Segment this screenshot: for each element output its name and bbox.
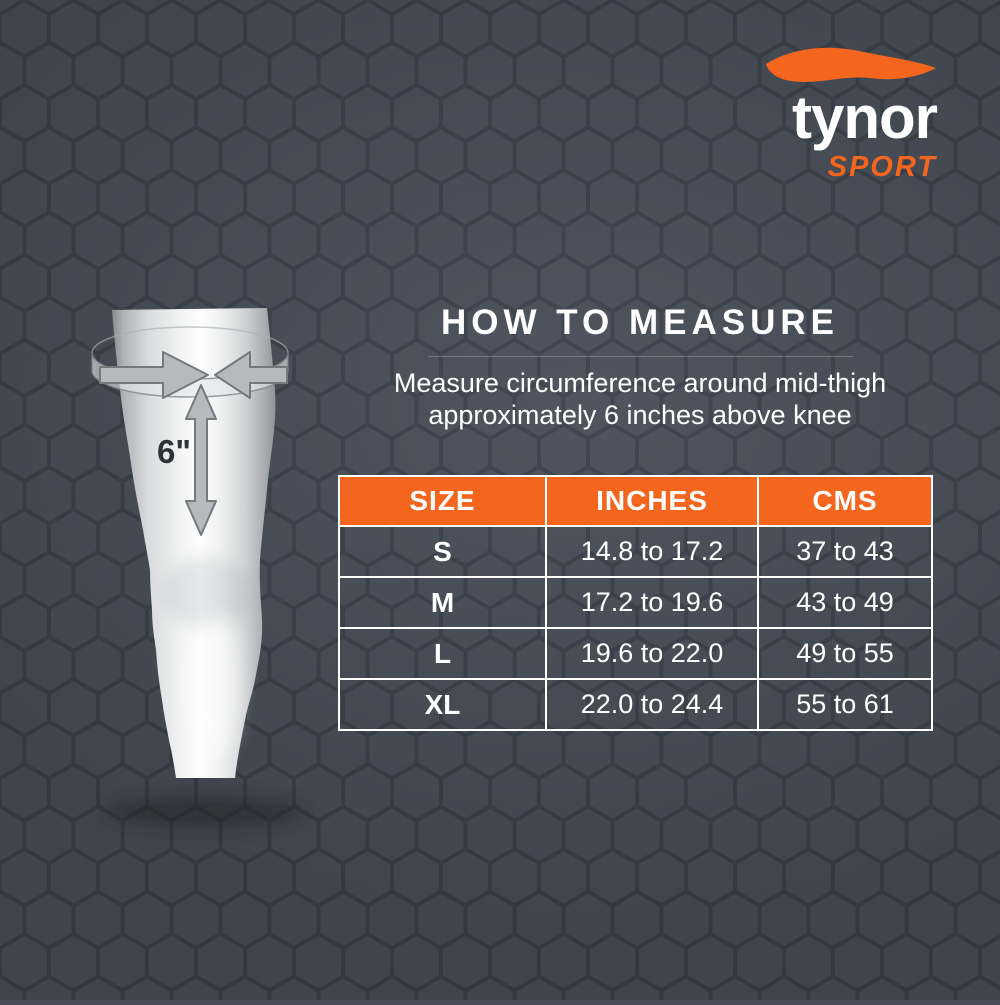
cell-cms-m: 43 to 49 xyxy=(757,576,933,629)
cell-size-xl: XL xyxy=(338,678,547,731)
table-row: XL 22.0 to 24.4 55 to 61 xyxy=(338,678,933,731)
header-cell-size: SIZE xyxy=(338,475,547,527)
brand-name: tynor xyxy=(792,84,938,151)
leg-figure: 6" xyxy=(55,295,355,845)
measure-description-line2: approximately 6 inches above knee xyxy=(428,400,852,430)
measure-section: HOW TO MEASURE Measure circumference aro… xyxy=(340,303,940,431)
cell-inches-m: 17.2 to 19.6 xyxy=(545,576,759,629)
measure-description: Measure circumference around mid-thigh a… xyxy=(340,367,940,431)
circumference-arrow-left xyxy=(99,351,209,399)
cell-inches-xl: 22.0 to 24.4 xyxy=(545,678,759,731)
height-arrow xyxy=(185,384,217,536)
header-cell-inches: INCHES xyxy=(545,475,759,527)
measure-description-line1: Measure circumference around mid-thigh xyxy=(393,368,887,398)
table-header-row: SIZE INCHES CMS xyxy=(338,475,933,527)
cell-inches-s: 14.8 to 17.2 xyxy=(545,525,759,578)
cell-size-m: M xyxy=(338,576,547,629)
cell-size-s: S xyxy=(338,525,547,578)
cell-cms-s: 37 to 43 xyxy=(757,525,933,578)
title-divider xyxy=(427,356,853,357)
cell-size-l: L xyxy=(338,627,547,680)
table-row: L 19.6 to 22.0 49 to 55 xyxy=(338,627,933,680)
measure-title: HOW TO MEASURE xyxy=(441,303,839,342)
leg-illustration xyxy=(91,308,305,827)
table-row: S 14.8 to 17.2 37 to 43 xyxy=(338,525,933,578)
header-cell-cms: CMS xyxy=(757,475,933,527)
brand-logo: tynor SPORT xyxy=(757,44,938,184)
cell-cms-xl: 55 to 61 xyxy=(757,678,933,731)
cell-inches-l: 19.6 to 22.0 xyxy=(545,627,759,680)
leg-shadow xyxy=(105,797,305,827)
measurement-label: 6" xyxy=(157,433,191,470)
circumference-arrow-right xyxy=(214,351,288,399)
swoosh-icon xyxy=(766,47,936,82)
brand-sub-name: SPORT xyxy=(827,151,937,183)
cell-cms-l: 49 to 55 xyxy=(757,627,933,680)
size-chart-table: SIZE INCHES CMS S 14.8 to 17.2 37 to 43 … xyxy=(338,475,933,731)
table-row: M 17.2 to 19.6 43 to 49 xyxy=(338,576,933,629)
